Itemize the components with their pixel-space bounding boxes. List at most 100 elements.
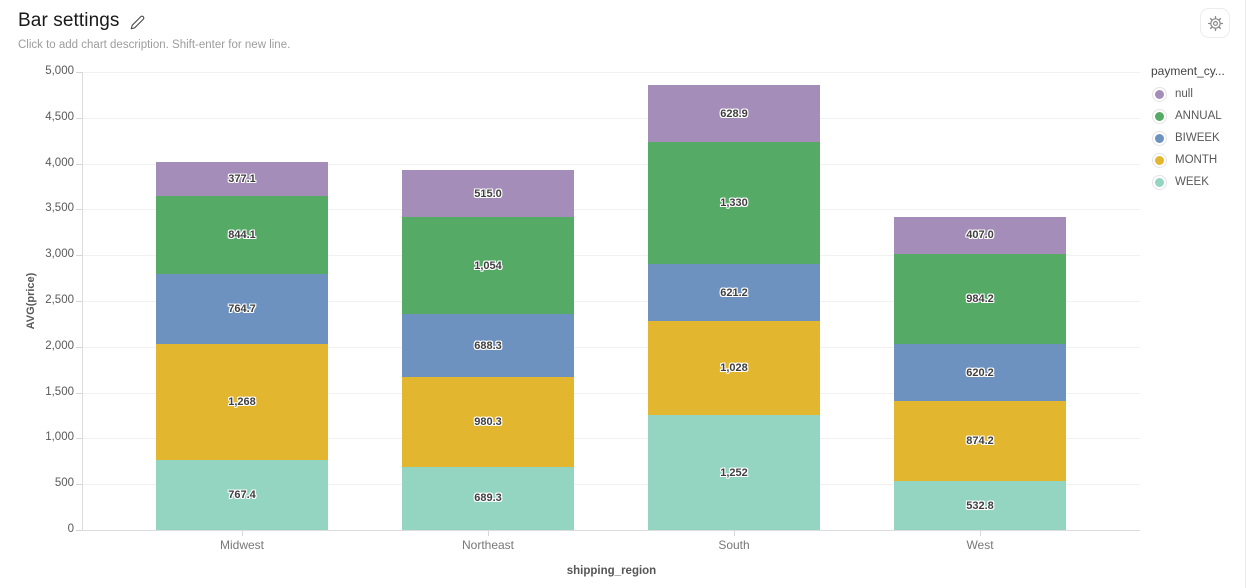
x-axis-tick (488, 531, 489, 536)
legend-item-week[interactable]: WEEK (1151, 176, 1245, 188)
bar-segment-week-west[interactable]: 532.8 (894, 481, 1066, 530)
y-axis-tick (76, 72, 82, 73)
bar-segment-label: 844.1 (228, 228, 256, 241)
bar-segment-week-south[interactable]: 1,252 (648, 415, 820, 530)
bar-segment-annual-midwest[interactable]: 844.1 (156, 196, 328, 274)
bar-segment-month-midwest[interactable]: 1,268 (156, 343, 328, 460)
bar-segment-null-south[interactable]: 628.9 (648, 84, 820, 143)
y-axis-tick-label: 3,500 (45, 202, 74, 215)
gridline (83, 301, 1140, 302)
bar-segment-annual-northeast[interactable]: 1,054 (402, 217, 574, 314)
bar-segment-month-northeast[interactable]: 980.3 (402, 377, 574, 467)
bar-segment-biweek-south[interactable]: 621.2 (648, 264, 820, 322)
x-axis-tick (734, 531, 735, 536)
legend-item-label: MONTH (1175, 154, 1218, 166)
gridline (83, 255, 1140, 257)
page-title: Bar settings (18, 10, 120, 31)
bar-segment-label: 621.2 (720, 286, 748, 299)
gridline (83, 438, 1140, 440)
bar-segment-label: 377.1 (228, 172, 256, 185)
gridline (83, 117, 1140, 119)
bar-segment-label: 1,330 (720, 197, 748, 210)
x-category-label: Northeast (461, 538, 515, 552)
y-axis-tick (76, 438, 82, 440)
bar-segment-label: 532.8 (966, 499, 994, 512)
y-axis-tick-label: 3,000 (45, 248, 74, 261)
bar-segment-label: 689.3 (474, 492, 502, 505)
chart-description-placeholder[interactable]: Click to add chart description. Shift-en… (18, 39, 291, 51)
gridline (83, 209, 1140, 211)
gridline (83, 163, 1140, 165)
bar-segment-label: 764.7 (228, 302, 256, 315)
x-category-label: West (966, 538, 994, 552)
pencil-icon[interactable] (130, 15, 145, 30)
bar-segment-label: 767.4 (228, 488, 256, 501)
legend-swatch-icon (1155, 133, 1164, 143)
bar-segment-biweek-midwest[interactable]: 764.7 (156, 273, 328, 344)
y-axis-tick-label: 2,500 (45, 294, 74, 306)
y-axis-tick (76, 209, 82, 211)
bar-segment-null-west[interactable]: 407.0 (894, 216, 1066, 255)
y-axis-tick (76, 530, 82, 531)
bar-segment-label: 1,028 (720, 362, 748, 375)
y-axis-tick-label: 0 (67, 523, 74, 535)
legend-item-month[interactable]: MONTH (1151, 154, 1245, 166)
y-axis-tick-label: 5,000 (45, 65, 74, 77)
bar-segment-biweek-west[interactable]: 620.2 (894, 344, 1066, 402)
chart-header: Bar settings Click to add chart descript… (18, 10, 290, 51)
settings-button[interactable] (1200, 8, 1230, 38)
y-axis-tick (76, 392, 82, 394)
legend-item-biweek[interactable]: BIWEEK (1151, 132, 1245, 144)
legend-item-label: WEEK (1175, 176, 1209, 188)
gridline (83, 484, 1140, 486)
x-axis-tick (242, 531, 243, 536)
gear-icon (1207, 15, 1224, 32)
y-axis-tick-label: 1,500 (45, 385, 74, 398)
legend-item-label: BIWEEK (1175, 132, 1220, 144)
bar-segment-label: 407.0 (966, 229, 994, 242)
y-axis-tick-label: 1,000 (45, 431, 74, 444)
bar-segment-label: 1,268 (228, 395, 256, 408)
x-axis-tick (980, 531, 981, 536)
gridline (83, 392, 1140, 394)
bar-segment-null-midwest[interactable]: 377.1 (156, 161, 328, 197)
y-axis-tick-label: 2,000 (45, 339, 74, 352)
bar-segment-week-midwest[interactable]: 767.4 (156, 459, 328, 530)
bar-segment-label: 1,252 (720, 466, 748, 479)
legend-item-label: null (1175, 88, 1193, 100)
y-axis-tick (76, 301, 82, 302)
x-category-label: Midwest (219, 538, 264, 552)
legend-item-null[interactable]: null (1151, 88, 1245, 100)
y-axis-tick-label: 500 (54, 477, 74, 490)
bar-segment-label: 980.3 (474, 415, 502, 428)
bar-segment-annual-west[interactable]: 984.2 (894, 254, 1066, 345)
y-axis-line (82, 72, 83, 530)
bar-segment-label: 688.3 (474, 339, 502, 352)
legend-swatch-icon (1155, 177, 1164, 187)
y-axis-tick (76, 163, 82, 165)
legend-swatch-icon (1155, 111, 1164, 121)
legend: payment_cy... null ANNUAL BIWEEK MONTH WEEK (1151, 64, 1245, 198)
bar-segment-label: 628.9 (720, 107, 748, 120)
bar-segment-label: 515.0 (474, 187, 502, 200)
y-axis-title: AVG(price) (25, 272, 37, 330)
legend-title: payment_cy... (1151, 64, 1225, 78)
y-axis-tick (76, 484, 82, 486)
x-category-label: South (718, 538, 750, 552)
y-axis-tick (76, 346, 82, 348)
bar-segment-week-northeast[interactable]: 689.3 (402, 466, 574, 530)
bar-segment-month-south[interactable]: 1,028 (648, 321, 820, 416)
bar-segment-biweek-northeast[interactable]: 688.3 (402, 314, 574, 378)
bar-segment-label: 874.2 (966, 435, 994, 448)
y-axis-tick (76, 255, 82, 257)
legend-item-annual[interactable]: ANNUAL (1151, 110, 1245, 122)
y-axis-tick (76, 117, 82, 119)
x-axis-line (82, 530, 1140, 531)
bar-segment-null-northeast[interactable]: 515.0 (402, 170, 574, 218)
bar-segment-month-west[interactable]: 874.2 (894, 401, 1066, 482)
x-axis-title: shipping_region (566, 565, 657, 577)
legend-swatch-icon (1155, 155, 1164, 165)
bar-segment-label: 984.2 (966, 293, 994, 306)
bar-segment-annual-south[interactable]: 1,330 (648, 142, 820, 265)
